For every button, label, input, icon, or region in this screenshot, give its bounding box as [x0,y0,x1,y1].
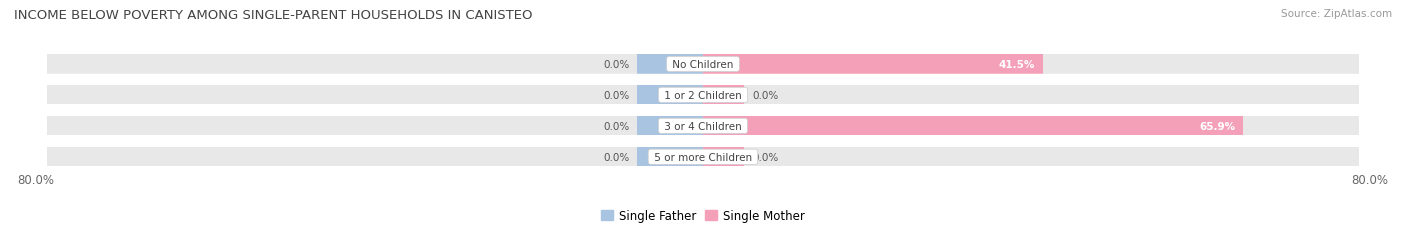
Bar [703,117,1360,136]
Bar [637,117,703,136]
Text: 0.0%: 0.0% [603,91,630,100]
Bar [637,55,703,74]
Text: 0.0%: 0.0% [603,60,630,70]
Bar [637,148,703,167]
Text: 80.0%: 80.0% [17,173,55,186]
Text: 65.9%: 65.9% [1199,121,1236,131]
Legend: Single Father, Single Mother: Single Father, Single Mother [596,205,810,227]
Text: 0.0%: 0.0% [752,91,779,100]
Bar [46,148,703,167]
Bar [703,117,1243,136]
Text: 5 or more Children: 5 or more Children [651,152,755,162]
Bar [46,86,703,105]
Text: 0.0%: 0.0% [603,121,630,131]
Text: 1 or 2 Children: 1 or 2 Children [661,91,745,100]
Text: Source: ZipAtlas.com: Source: ZipAtlas.com [1281,9,1392,19]
Text: INCOME BELOW POVERTY AMONG SINGLE-PARENT HOUSEHOLDS IN CANISTEO: INCOME BELOW POVERTY AMONG SINGLE-PARENT… [14,9,533,22]
Bar [703,86,744,105]
Bar [46,117,703,136]
Bar [703,55,1360,74]
Bar [703,86,1360,105]
Text: No Children: No Children [669,60,737,70]
Bar [637,86,703,105]
Text: 41.5%: 41.5% [998,60,1035,70]
Bar [703,148,1360,167]
Bar [703,55,1043,74]
Text: 80.0%: 80.0% [1351,173,1389,186]
Bar [703,148,744,167]
Text: 3 or 4 Children: 3 or 4 Children [661,121,745,131]
Text: 0.0%: 0.0% [603,152,630,162]
Bar [46,55,703,74]
Text: 0.0%: 0.0% [752,152,779,162]
